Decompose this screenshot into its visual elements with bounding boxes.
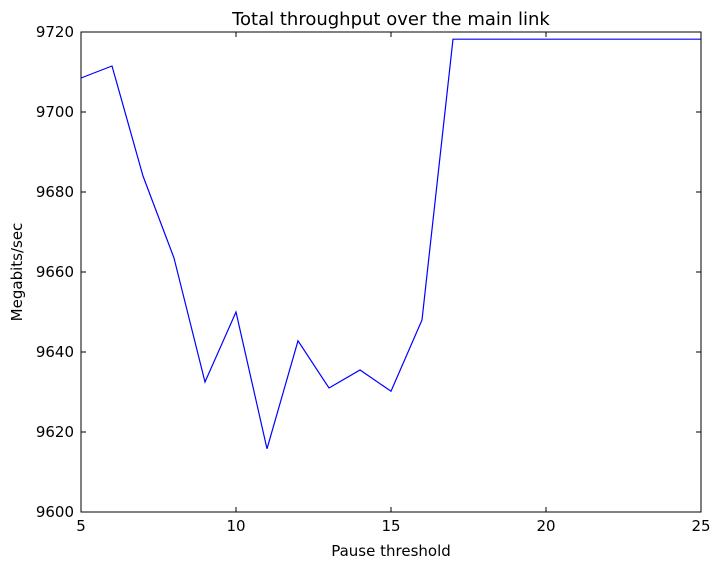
y-tick-label: 9640: [36, 343, 74, 361]
plot-frame: [80, 31, 702, 513]
y-tick-label: 9700: [36, 103, 74, 121]
x-tick-label: 25: [691, 517, 710, 535]
series-layer: [80, 38, 701, 449]
y-tick-label: 9720: [36, 23, 74, 41]
ticks-layer: 5 10 15 20 25 9600 9620 9640 9660 9680 9700 9720: [36, 23, 711, 535]
x-tick-label: 15: [381, 517, 400, 535]
y-tick-label: 9660: [36, 263, 74, 281]
y-axis-title: Megabits/sec: [8, 223, 26, 322]
x-tick-label: 5: [76, 517, 86, 535]
x-tick-label: 20: [536, 517, 555, 535]
x-tick-label: 10: [226, 517, 245, 535]
x-axis-title: Pause threshold: [331, 542, 451, 560]
series-line: [80, 38, 701, 449]
y-tick-label: 9620: [36, 423, 74, 441]
y-tick-label: 9680: [36, 183, 74, 201]
y-tick-label: 9600: [36, 503, 74, 521]
chart-title: Total throughput over the main link: [231, 9, 550, 30]
plot-area: 5 10 15 20 25 9600 9620 9640 9660 9680 9700 9720: [36, 23, 711, 535]
